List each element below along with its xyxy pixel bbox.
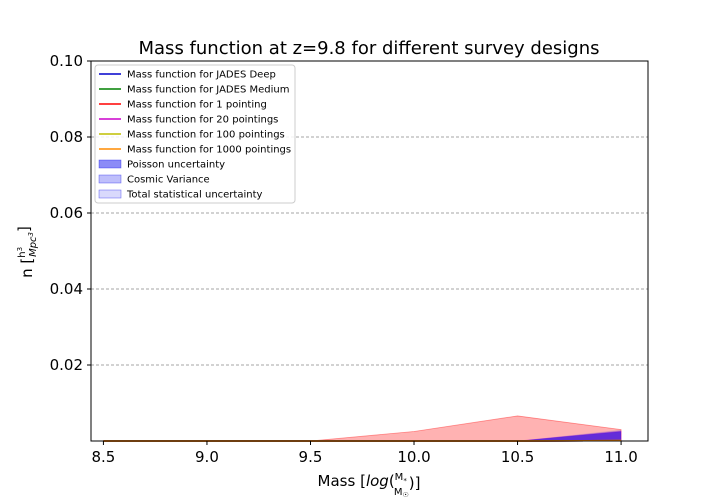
legend-label: Mass function for 100 pointings	[127, 130, 285, 141]
x-tick-label: 10.5	[501, 448, 534, 466]
x-tick-label: 10.0	[397, 448, 430, 466]
plot-frame	[90, 60, 649, 442]
x-axis-label: Mass [log(M* M☉)]	[318, 472, 421, 499]
y-tick-label: 0.10	[50, 52, 83, 70]
x-tick-label: 11.0	[604, 448, 637, 466]
legend-label: Cosmic Variance	[127, 175, 210, 186]
y-axis-label: n [h3 Mpc3]	[15, 226, 39, 278]
uncertainty-area-0	[103, 415, 622, 442]
y-tick-label: 0.06	[50, 204, 83, 222]
band-poisson-uncertainty	[103, 431, 622, 441]
legend-label: Mass function for JADES Deep	[127, 70, 276, 81]
x-tick-label: 9.0	[195, 448, 219, 466]
legend-label: Mass function for JADES Medium	[127, 85, 289, 96]
legend-swatch	[98, 189, 122, 199]
band-total-statistical-uncertainty	[103, 429, 622, 441]
y-axis-ticks: 0.02 0.04 0.06 0.08 0.10	[50, 52, 91, 374]
legend-swatch	[98, 174, 122, 184]
legend-box	[94, 64, 296, 204]
legend-label: Total statistical uncertainty	[126, 190, 263, 201]
x-axis-ticks: 8.5 9.0 9.5 10.0 10.5 11.0	[91, 441, 638, 466]
chart-title: Mass function at z=9.8 for different sur…	[139, 38, 600, 59]
legend-swatch	[98, 159, 122, 169]
legend-label: Poisson uncertainty	[127, 160, 225, 171]
y-tick-label: 0.08	[50, 128, 83, 146]
legend-label: Mass function for 20 pointings	[127, 115, 278, 126]
y-tick-label: 0.04	[50, 280, 83, 298]
x-tick-label: 8.5	[91, 448, 115, 466]
y-tick-label: 0.02	[50, 356, 83, 374]
legend-label: Mass function for 1 pointing	[127, 100, 267, 111]
legend: Mass function for JADES Deep Mass functio…	[94, 64, 296, 204]
uncertainty-fills	[103, 415, 622, 442]
x-tick-label: 9.5	[299, 448, 323, 466]
band-cosmic-variance	[103, 430, 622, 441]
legend-label: Mass function for 1000 pointings	[127, 145, 291, 156]
